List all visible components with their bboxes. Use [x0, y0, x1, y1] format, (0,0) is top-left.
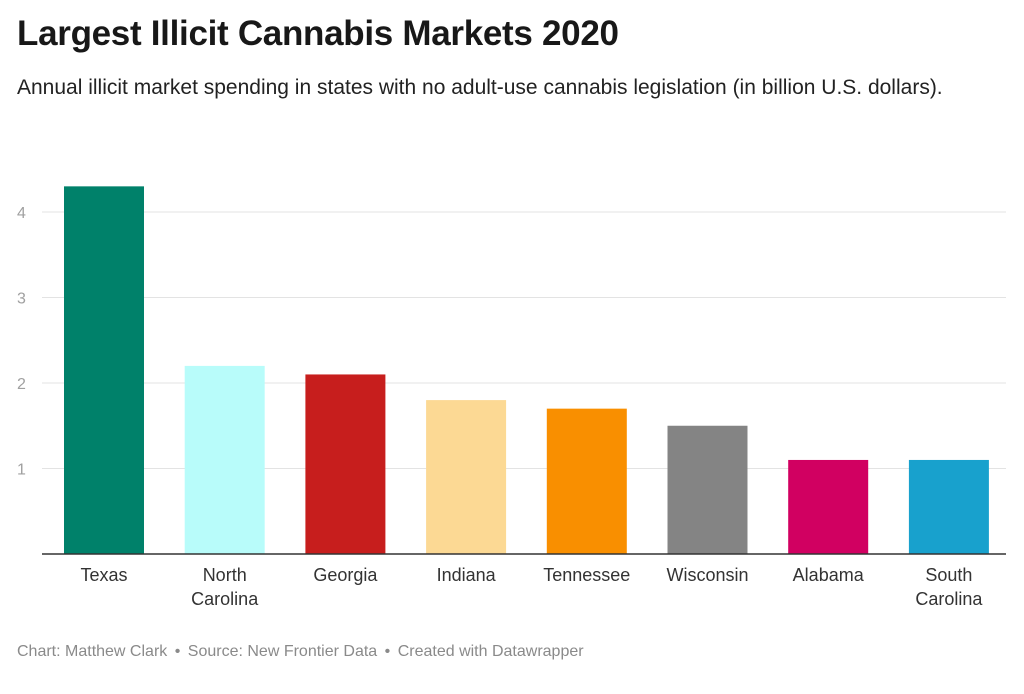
x-tick-label-line: Tennessee — [543, 565, 630, 585]
x-tick-label-line: Georgia — [313, 565, 378, 585]
x-tick-label-line: North — [203, 565, 247, 585]
x-tick-label: Georgia — [313, 565, 378, 585]
x-tick-label: Tennessee — [543, 565, 630, 585]
x-tick-label-line: South — [925, 565, 972, 585]
x-tick-label: Wisconsin — [666, 565, 748, 585]
source-credit: Source: New Frontier Data — [187, 643, 378, 660]
bar — [184, 365, 265, 554]
bar — [305, 374, 386, 554]
x-tick-label-line: Alabama — [793, 565, 865, 585]
chart-subtitle: Annual illicit market spending in states… — [17, 76, 943, 99]
x-tick-label-line: Carolina — [915, 589, 983, 609]
x-tick-label: South Carolina — [915, 565, 983, 609]
y-tick-label: 4 — [17, 205, 26, 222]
footer-separator: • — [384, 643, 391, 660]
chart-footer: Chart: Matthew Clark • Source: New Front… — [17, 643, 584, 661]
bar — [64, 186, 144, 554]
x-tick-label: Alabama — [793, 565, 865, 585]
bar — [546, 408, 627, 554]
y-tick-label: 3 — [17, 291, 26, 308]
bar — [908, 459, 989, 554]
y-tick-label: 2 — [17, 376, 26, 393]
created-with-credit: Created with Datawrapper — [397, 643, 584, 660]
x-tick-label: North Carolina — [191, 565, 259, 609]
x-tick-label-line: Wisconsin — [666, 565, 748, 585]
bar — [788, 459, 869, 554]
x-tick-label: Texas — [80, 565, 127, 585]
bar — [426, 400, 507, 554]
chart-title: Largest Illicit Cannabis Markets 2020 — [17, 14, 619, 53]
x-tick-label-line: Texas — [80, 565, 127, 585]
footer-separator: • — [174, 643, 181, 660]
chart-credit: Chart: Matthew Clark — [17, 643, 168, 660]
bar — [667, 425, 748, 554]
x-tick-label-line: Carolina — [191, 589, 259, 609]
x-tick-label: Indiana — [437, 565, 497, 585]
bar-chart: 1 2 3 4 Texas North Carolina Georgia Indiana Tenn… — [17, 186, 1006, 609]
y-tick-label: 1 — [17, 462, 26, 479]
x-tick-label-line: Indiana — [437, 565, 497, 585]
